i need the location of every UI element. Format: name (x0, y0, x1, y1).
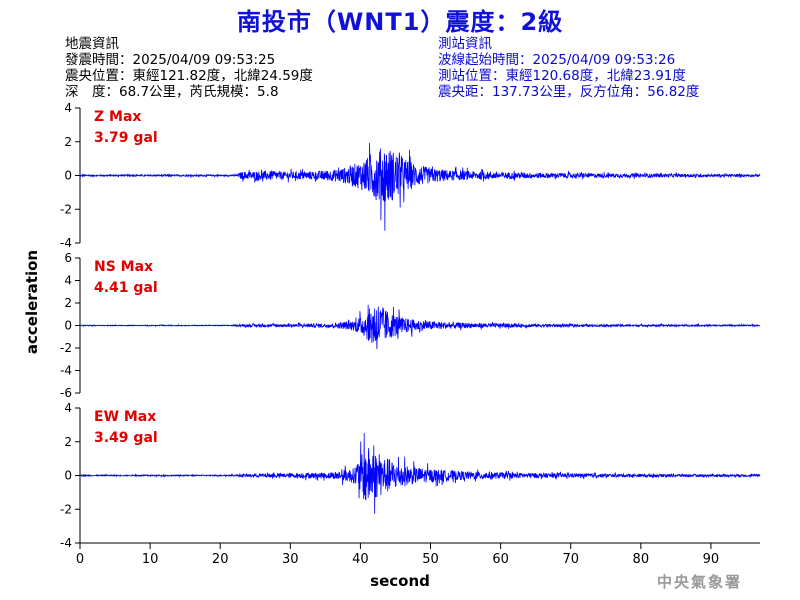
max-label: NS Max (94, 259, 153, 275)
credit-text: 中央氣象署 (657, 573, 743, 591)
y-tick-label: -2 (60, 341, 72, 355)
panel-z: 4 2 0 -2 -4 Z Max 3.79 gal (60, 101, 761, 250)
station-info-heading: 測站資訊 (438, 36, 492, 52)
station-info: 測站資訊 波線起始時間：2025/04/09 09:53:26 測站位置：東經1… (438, 36, 699, 100)
panel-ew: 4 2 0 -2 -4 EW Max 3.49 gal (60, 401, 761, 550)
x-axis: 0 10 20 30 40 50 60 70 80 90 (76, 542, 760, 567)
y-tick-label: 0 (64, 469, 72, 483)
y-tick-label: 6 (64, 251, 72, 265)
station-location: 測站位置：東經120.68度，北緯23.91度 (438, 68, 686, 84)
x-tick-label: 10 (142, 552, 159, 567)
x-tick-label: 0 (76, 552, 84, 567)
max-label: Z Max (94, 109, 141, 125)
waveform-trace-ew (79, 433, 761, 514)
waveform-trace-ns (79, 304, 761, 350)
y-tick-label: 2 (64, 435, 72, 449)
x-tick-label: 30 (282, 552, 299, 567)
x-tick-label: 90 (703, 552, 720, 567)
earthquake-info-heading: 地震資訊 (65, 36, 119, 52)
origin-time: 發震時間：2025/04/09 09:53:25 (65, 52, 276, 68)
earthquake-info: 地震資訊 發震時間：2025/04/09 09:53:25 震央位置：東經121… (65, 36, 313, 100)
x-tick-label: 60 (492, 552, 509, 567)
y-tick-label: 4 (64, 401, 72, 415)
chart-title: 南投市（WNT1）震度：2級 (236, 8, 564, 36)
y-axis-label: acceleration (23, 250, 41, 354)
y-tick-label: 2 (64, 135, 72, 149)
waveform-trace-z (79, 142, 761, 231)
x-tick-label: 70 (562, 552, 579, 567)
y-tick-label: 0 (64, 319, 72, 333)
max-value: 4.41 gal (94, 280, 158, 296)
epicenter-location: 震央位置：東經121.82度，北緯24.59度 (65, 68, 313, 84)
x-axis-label: second (370, 572, 430, 590)
y-tick-label: -2 (60, 202, 72, 216)
x-tick-label: 80 (633, 552, 650, 567)
y-tick-label: 2 (64, 296, 72, 310)
y-tick-label: -6 (60, 386, 72, 400)
max-label: EW Max (94, 409, 156, 425)
y-tick-label: -2 (60, 502, 72, 516)
y-tick-label: -4 (60, 364, 72, 378)
max-value: 3.79 gal (94, 130, 158, 146)
y-tick-label: 0 (64, 169, 72, 183)
y-tick-label: -4 (60, 236, 72, 250)
waveform-start-time: 波線起始時間：2025/04/09 09:53:26 (438, 52, 676, 68)
max-value: 3.49 gal (94, 430, 158, 446)
y-tick-label: 4 (64, 274, 72, 288)
y-tick-label: 4 (64, 101, 72, 115)
x-tick-label: 40 (352, 552, 369, 567)
depth-magnitude: 深 度：68.7公里，芮氏規模：5.8 (65, 84, 279, 100)
panel-ns: 6 4 2 0 -2 -4 -6 NS Max 4.41 gal (60, 251, 761, 400)
y-tick-label: -4 (60, 536, 72, 550)
x-tick-label: 50 (422, 552, 439, 567)
epicentral-distance: 震央距：137.73公里，反方位角：56.82度 (438, 84, 700, 100)
x-tick-label: 20 (212, 552, 229, 567)
